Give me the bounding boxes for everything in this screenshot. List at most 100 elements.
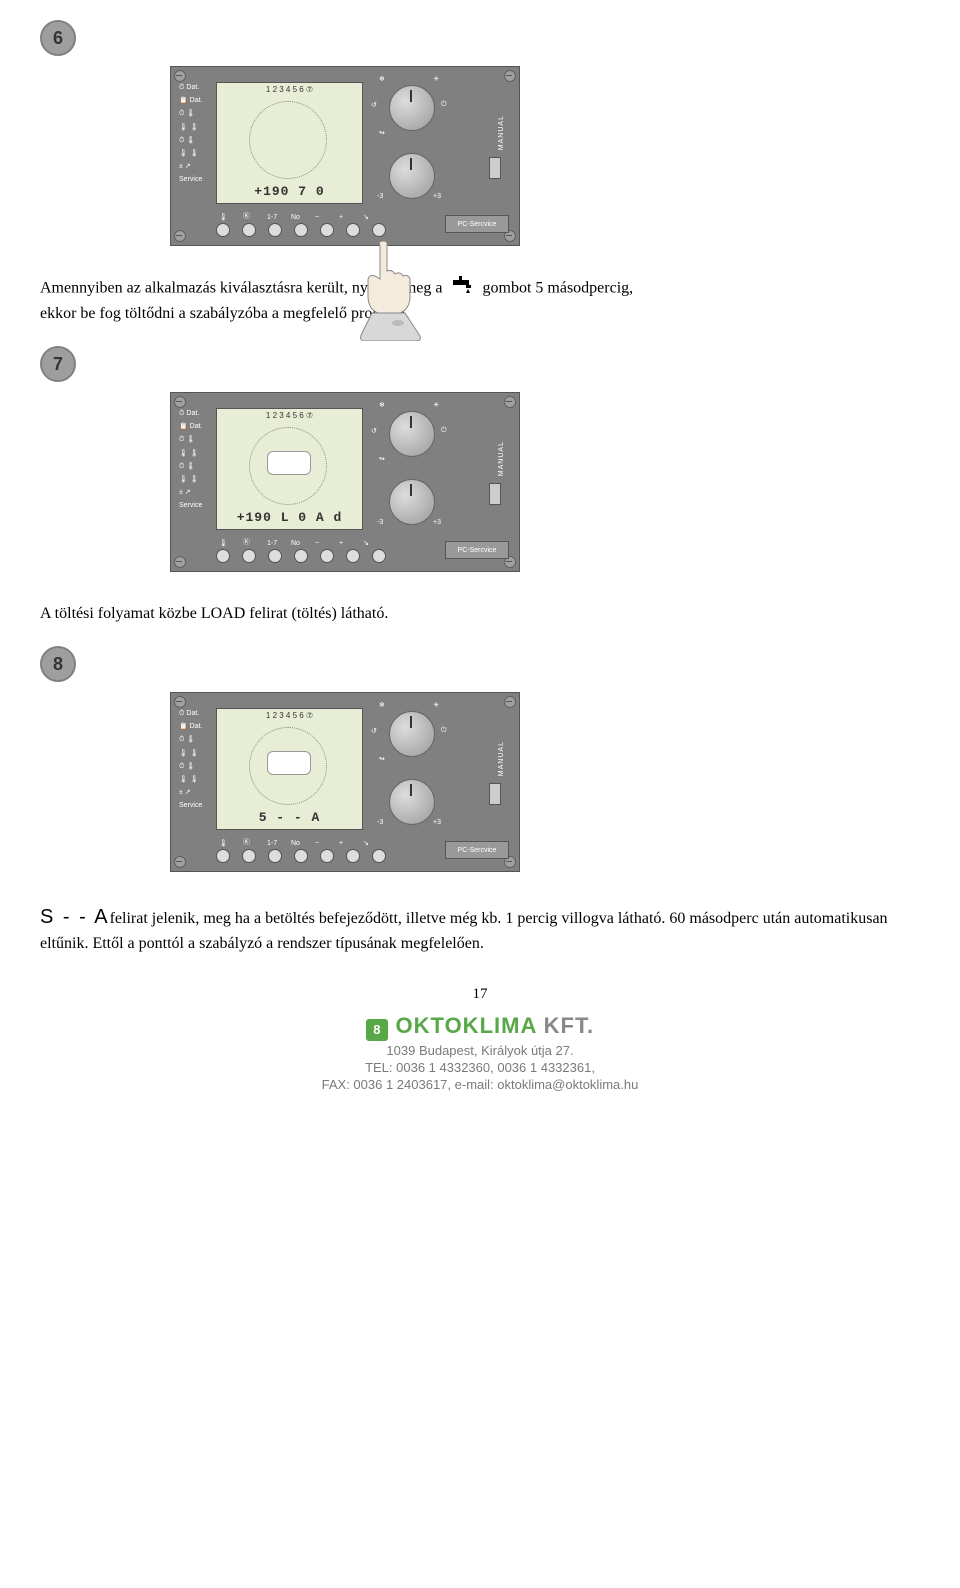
manual-switch[interactable] [489,783,501,805]
para3-text: felirat jelenik, meg ha a betöltés befej… [40,910,888,952]
panel-button[interactable] [216,849,230,863]
side-icon-column: ⏱ Dat.📋 Dat.⏱ 🌡🌡 🌡⏱ 🌡🌡 🌡± ↗Service [179,408,214,514]
lcd-readout: +190 7 0 [223,184,356,199]
button-label: 1-7 [267,840,277,847]
offset-dial[interactable] [389,779,435,825]
side-icon-row: ⏱ 🌡 [179,734,214,745]
mode-dial[interactable] [389,411,435,457]
step-6-badge: 6 [40,20,76,56]
offset-dial[interactable] [389,153,435,199]
dial-mark-icon: ↺ [371,727,377,735]
dial-mark-label: +3 [433,519,441,526]
side-icon-row: 🌡 🌡 [179,774,214,785]
footer-fax: FAX: 0036 1 2403617, e-mail: oktoklima@o… [40,1077,920,1092]
button-label: ↘ [363,213,369,221]
dial-mark-icon: ☀ [433,75,439,83]
panel-button[interactable] [320,549,334,563]
lcd-screen: 1 2 3 4 5 6 ⑦ +190 7 0 [216,82,363,204]
button-label: ↘ [363,539,369,547]
panel-button[interactable] [216,223,230,237]
panel-screw [174,70,186,82]
panel-screw [504,70,516,82]
footer-address: 1039 Budapest, Királyok útja 27. [40,1043,920,1058]
button-row [216,549,386,563]
side-icon-row: ⏱ 🌡 [179,761,214,772]
panel-button[interactable] [268,223,282,237]
panel-button[interactable] [346,549,360,563]
side-icon-row: ⏱ Dat. [179,408,214,419]
controller-panel-7: ⏱ Dat.📋 Dat.⏱ 🌡🌡 🌡⏱ 🌡🌡 🌡± ↗Service1 2 3 … [170,392,520,572]
panel-button[interactable] [242,849,256,863]
side-icon-row: 📋 Dat. [179,721,214,732]
side-icon-row: 🌡 🌡 [179,748,214,759]
side-icon-row: 📋 Dat. [179,95,214,106]
dial-mark-icon: ⏻ [441,101,447,109]
manual-label: MANUAL [498,441,505,476]
manual-switch[interactable] [489,157,501,179]
panel-screw [174,230,186,242]
button-label: Ⓚ [243,837,250,847]
panel-button[interactable] [242,549,256,563]
pc-service-port: PC-Sercvice [445,541,509,559]
manual-switch[interactable] [489,483,501,505]
lcd-day-row: 1 2 3 4 5 6 ⑦ [217,85,362,94]
side-icon-row: 🌡 🌡 [179,474,214,485]
side-icon-row: ⏱ 🌡 [179,108,214,119]
controller-panel-6: ⏱ Dat.📋 Dat.⏱ 🌡🌡 🌡⏱ 🌡🌡 🌡± ↗Service1 2 3 … [170,66,520,246]
panel-button[interactable] [372,223,386,237]
panel-screw [504,396,516,408]
side-icon-column: ⏱ Dat.📋 Dat.⏱ 🌡🌡 🌡⏱ 🌡🌡 🌡± ↗Service [179,82,214,188]
dial-mark-icon: ↺ [371,427,377,435]
lcd-screen: 1 2 3 4 5 6 ⑦ 5 - - A [216,708,363,830]
para1-b: gombot 5 másodpercig, [483,280,634,297]
controller-panel-8: ⏱ Dat.📋 Dat.⏱ 🌡🌡 🌡⏱ 🌡🌡 🌡± ↗Service1 2 3 … [170,692,520,872]
button-label: + [339,540,343,547]
mode-dial[interactable] [389,85,435,131]
brand-suffix: KFT. [537,1013,595,1038]
dial-mark-icon: ↬ [379,755,385,763]
button-label: − [315,214,319,221]
mode-dial[interactable] [389,711,435,757]
side-icon-row: Service [179,500,214,511]
side-icon-row: 🌡 🌡 [179,122,214,133]
dial-mark-label: -3 [377,519,383,526]
panel-button[interactable] [320,849,334,863]
panel-button[interactable] [346,223,360,237]
dial-mark-icon: ❄ [379,75,385,83]
panel-screw [174,696,186,708]
panel-button[interactable] [294,549,308,563]
sa-label: S - - A [40,906,110,928]
button-label: No [291,214,300,221]
panel-button[interactable] [268,549,282,563]
dial-mark-icon: ☀ [433,401,439,409]
panel-button[interactable] [346,849,360,863]
panel-button[interactable] [268,849,282,863]
panel-button[interactable] [294,223,308,237]
dial-mark-icon: ⏻ [441,427,447,435]
lcd-center-slot [267,751,311,775]
panel-button[interactable] [372,549,386,563]
dial-mark-icon: ❄ [379,401,385,409]
dial-mark-icon: ↬ [379,129,385,137]
button-label: + [339,214,343,221]
button-label: No [291,840,300,847]
panel-button[interactable] [216,549,230,563]
manual-label: MANUAL [498,741,505,776]
button-label: Ⓚ [243,211,250,221]
panel-button[interactable] [294,849,308,863]
panel-button[interactable] [372,849,386,863]
panel-screw [174,396,186,408]
panel-button[interactable] [242,223,256,237]
panel-button[interactable] [320,223,334,237]
brand-logo-icon: 8 [366,1019,388,1041]
offset-dial[interactable] [389,479,435,525]
lcd-readout: +190 L 0 A d [223,510,356,525]
side-icon-row: 📋 Dat. [179,421,214,432]
lcd-day-row: 1 2 3 4 5 6 ⑦ [217,711,362,720]
dial-mark-icon: ❄ [379,701,385,709]
button-label: 1-7 [267,540,277,547]
step-8-badge: 8 [40,646,76,682]
button-label: 1-7 [267,214,277,221]
dial-mark-icon: ☀ [433,701,439,709]
panel-6-wrap: ⏱ Dat.📋 Dat.⏱ 🌡🌡 🌡⏱ 🌡🌡 🌡± ↗Service1 2 3 … [170,66,920,246]
